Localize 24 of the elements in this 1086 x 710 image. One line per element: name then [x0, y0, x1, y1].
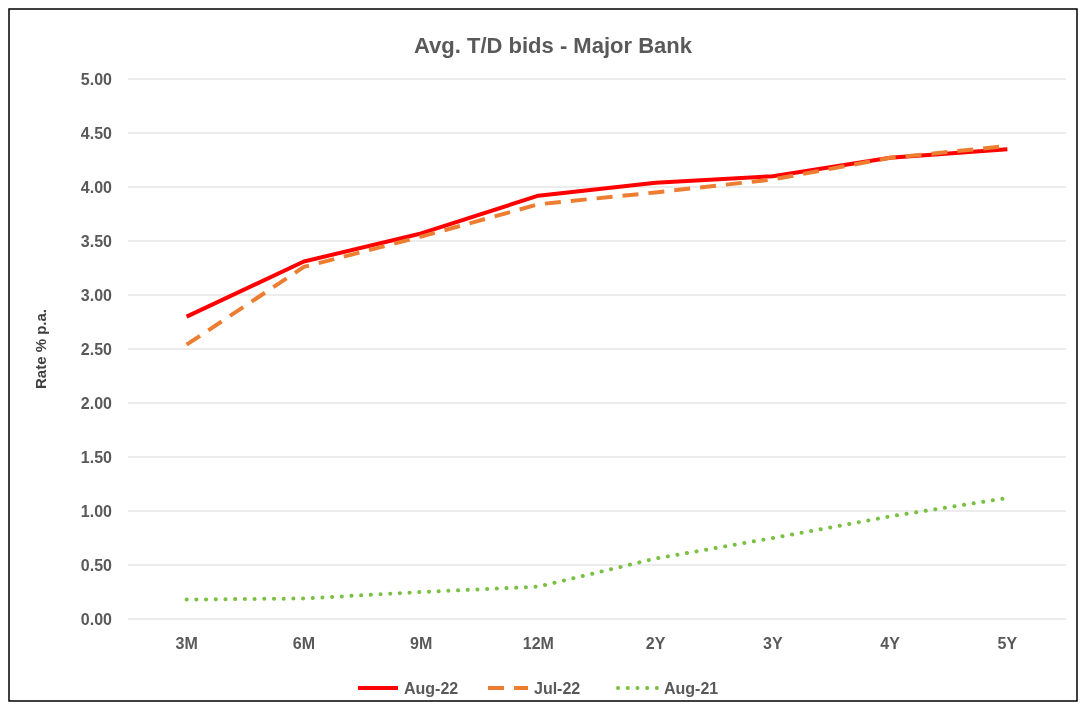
legend-label: Aug-21 [664, 679, 719, 697]
x-tick-label: 9M [410, 635, 433, 652]
y-axis-title: Rate % p.a. [32, 308, 49, 390]
y-tick-label: 1.50 [80, 448, 113, 466]
y-tick-label: 4.00 [80, 178, 113, 196]
x-tick-label: 6M [292, 635, 315, 652]
y-tick-label: 0.50 [80, 556, 113, 574]
y-tick-label: 2.00 [80, 394, 113, 412]
legend-label: Jul-22 [534, 679, 581, 697]
x-tick-label: 5Y [997, 635, 1018, 652]
x-tick-label: 2Y [645, 635, 666, 652]
y-tick-label: 4.50 [80, 124, 113, 142]
y-tick-label: 1.00 [80, 502, 113, 520]
x-tick-label: 3M [175, 635, 198, 652]
y-tick-label: 3.00 [80, 286, 113, 304]
x-tick-label: 4Y [880, 635, 901, 652]
y-tick-label: 5.00 [80, 70, 113, 88]
y-tick-label: 0.00 [80, 610, 113, 628]
x-tick-label: 3Y [763, 635, 783, 652]
y-tick-label: 3.50 [80, 232, 113, 250]
y-tick-label: 2.50 [80, 340, 113, 358]
x-tick-label: 12M [522, 635, 554, 652]
legend-label: Aug-22 [404, 679, 459, 697]
chart-title: Avg. T/D bids - Major Bank [414, 33, 693, 58]
